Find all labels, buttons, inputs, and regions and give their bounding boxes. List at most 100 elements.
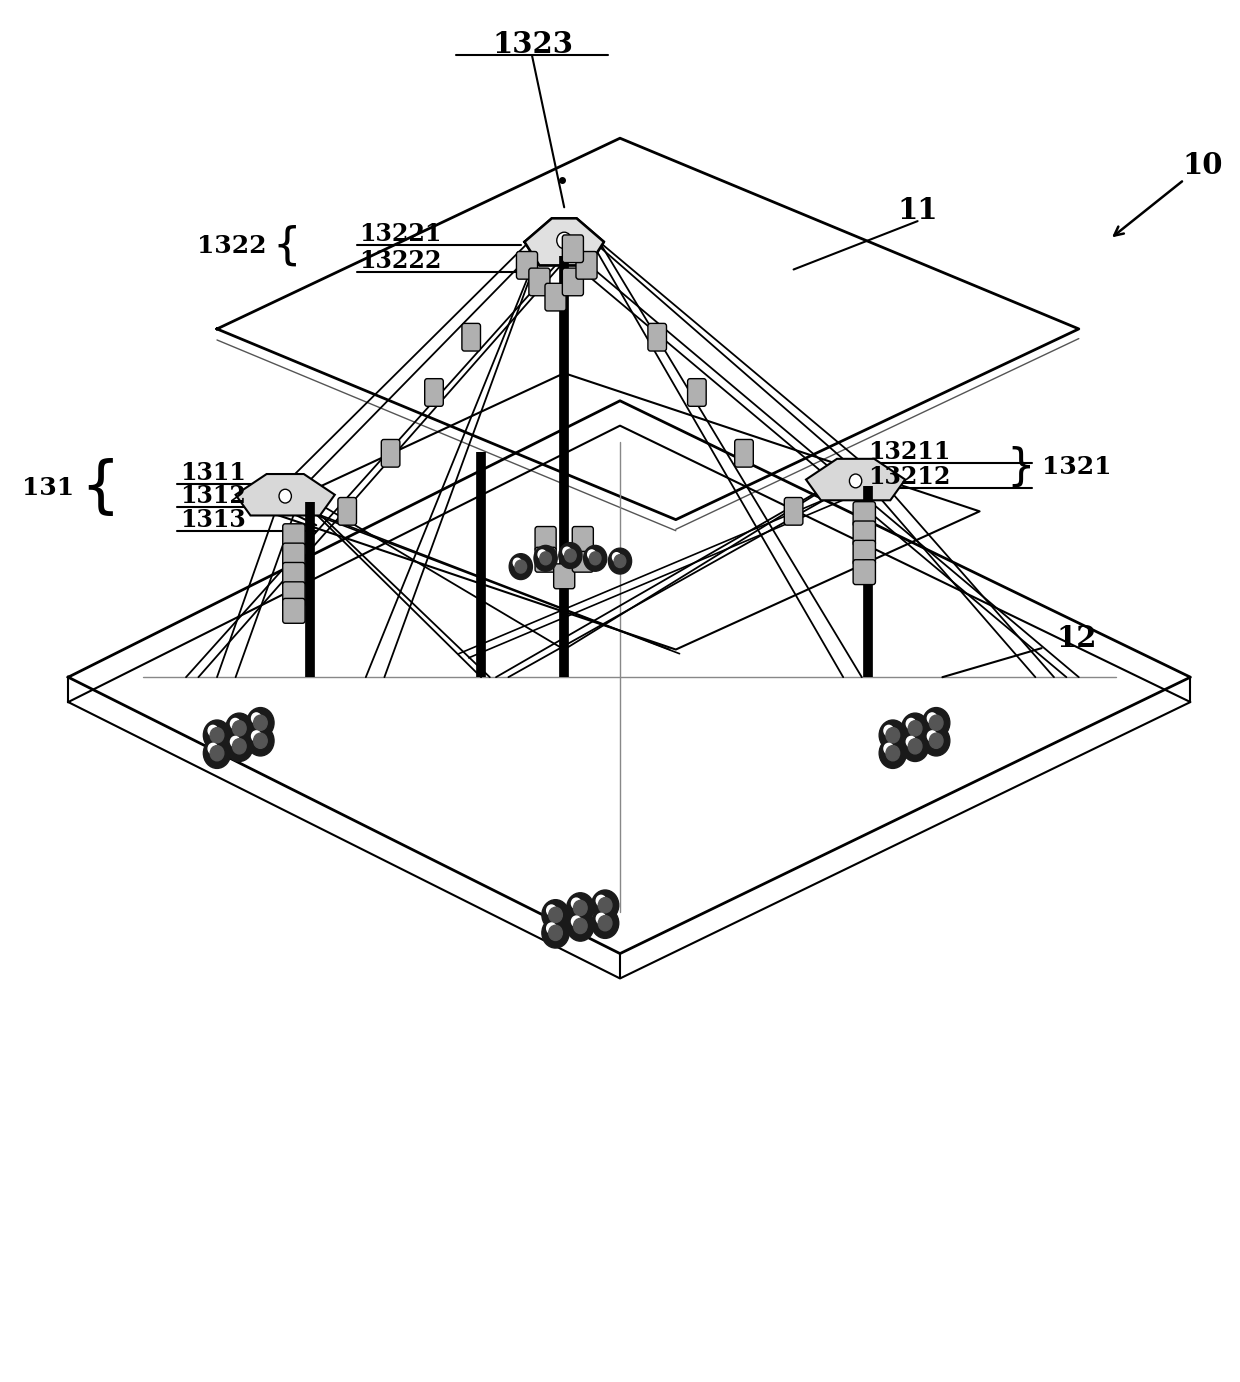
FancyBboxPatch shape xyxy=(853,560,875,585)
Text: {: { xyxy=(273,224,301,268)
Text: 13212: 13212 xyxy=(868,464,950,489)
Circle shape xyxy=(548,907,563,923)
Circle shape xyxy=(538,550,546,558)
Text: 11: 11 xyxy=(898,196,937,224)
Circle shape xyxy=(908,721,923,737)
Text: 1313: 1313 xyxy=(180,507,246,532)
Circle shape xyxy=(534,546,557,571)
Text: 13221: 13221 xyxy=(360,221,441,246)
Circle shape xyxy=(573,901,588,916)
Circle shape xyxy=(547,923,557,934)
Circle shape xyxy=(584,546,606,571)
Polygon shape xyxy=(525,218,604,265)
Circle shape xyxy=(226,731,253,761)
Circle shape xyxy=(253,732,267,749)
FancyBboxPatch shape xyxy=(734,439,754,467)
Circle shape xyxy=(208,726,218,737)
FancyBboxPatch shape xyxy=(337,498,357,525)
Circle shape xyxy=(614,554,626,568)
FancyBboxPatch shape xyxy=(424,379,444,406)
Circle shape xyxy=(510,554,532,579)
FancyBboxPatch shape xyxy=(283,524,305,549)
Circle shape xyxy=(901,713,929,744)
Circle shape xyxy=(247,708,274,738)
Circle shape xyxy=(567,911,594,941)
FancyBboxPatch shape xyxy=(528,268,551,296)
Circle shape xyxy=(203,738,231,768)
FancyBboxPatch shape xyxy=(553,564,575,589)
Circle shape xyxy=(588,550,595,558)
Circle shape xyxy=(930,732,944,749)
Circle shape xyxy=(253,716,267,731)
FancyBboxPatch shape xyxy=(563,235,584,263)
Circle shape xyxy=(930,716,944,731)
Text: 10: 10 xyxy=(1183,152,1223,180)
Circle shape xyxy=(906,737,916,748)
Circle shape xyxy=(596,896,606,907)
Circle shape xyxy=(557,232,572,249)
Circle shape xyxy=(879,738,906,768)
Text: 12: 12 xyxy=(1056,625,1096,652)
Circle shape xyxy=(252,731,262,742)
FancyBboxPatch shape xyxy=(572,527,594,551)
FancyBboxPatch shape xyxy=(283,562,305,587)
Circle shape xyxy=(233,738,246,755)
FancyBboxPatch shape xyxy=(649,323,667,351)
FancyBboxPatch shape xyxy=(283,582,305,607)
Circle shape xyxy=(596,914,606,925)
Circle shape xyxy=(279,489,291,503)
FancyBboxPatch shape xyxy=(382,439,399,467)
Circle shape xyxy=(923,726,950,756)
Text: 1311: 1311 xyxy=(180,460,246,485)
Circle shape xyxy=(885,746,900,760)
FancyBboxPatch shape xyxy=(853,521,875,546)
Circle shape xyxy=(613,553,620,561)
Circle shape xyxy=(247,726,274,756)
Circle shape xyxy=(591,890,619,920)
Text: {: { xyxy=(81,457,120,518)
Circle shape xyxy=(231,719,241,730)
Circle shape xyxy=(513,558,521,567)
Circle shape xyxy=(563,547,570,556)
Circle shape xyxy=(598,916,613,931)
Circle shape xyxy=(884,726,894,737)
Text: }: } xyxy=(1007,445,1035,489)
Circle shape xyxy=(589,551,601,565)
Circle shape xyxy=(573,919,588,934)
Circle shape xyxy=(233,721,246,737)
FancyBboxPatch shape xyxy=(546,283,567,311)
FancyBboxPatch shape xyxy=(534,527,556,551)
Circle shape xyxy=(226,713,253,744)
Circle shape xyxy=(559,543,582,568)
Text: 13222: 13222 xyxy=(360,249,441,274)
Circle shape xyxy=(572,916,582,927)
Circle shape xyxy=(539,551,552,565)
Circle shape xyxy=(542,918,569,948)
Circle shape xyxy=(928,713,937,724)
Circle shape xyxy=(208,744,218,755)
Circle shape xyxy=(879,720,906,750)
Text: 131: 131 xyxy=(22,475,74,500)
FancyBboxPatch shape xyxy=(785,498,804,525)
Circle shape xyxy=(906,719,916,730)
Circle shape xyxy=(884,744,894,755)
Circle shape xyxy=(849,474,862,488)
Polygon shape xyxy=(236,474,335,515)
Circle shape xyxy=(572,898,582,909)
Circle shape xyxy=(908,738,923,755)
Circle shape xyxy=(928,731,937,742)
Text: 13211: 13211 xyxy=(868,439,950,464)
FancyBboxPatch shape xyxy=(534,547,556,572)
Text: 1312: 1312 xyxy=(180,484,246,509)
FancyBboxPatch shape xyxy=(461,323,481,351)
Circle shape xyxy=(564,549,577,562)
FancyBboxPatch shape xyxy=(688,379,707,406)
Circle shape xyxy=(901,731,929,761)
Circle shape xyxy=(542,900,569,930)
Circle shape xyxy=(591,908,619,938)
FancyBboxPatch shape xyxy=(575,252,596,279)
Circle shape xyxy=(885,727,900,744)
Text: 1321: 1321 xyxy=(1042,455,1111,480)
Circle shape xyxy=(923,708,950,738)
FancyBboxPatch shape xyxy=(572,547,594,572)
